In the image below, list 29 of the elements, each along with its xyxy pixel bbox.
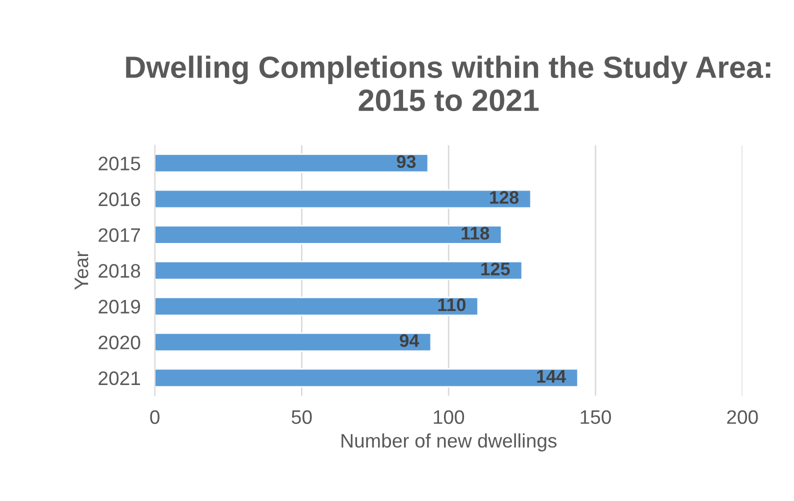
x-axis-title: Number of new dwellings (342, 433, 557, 452)
x-tick-label: 50 (292, 410, 312, 424)
y-tick-label: 2015 (98, 156, 140, 170)
bar (154, 260, 523, 280)
bar (154, 368, 579, 388)
data-label: 144 (537, 370, 566, 383)
data-label: 118 (462, 226, 490, 240)
bar (154, 154, 429, 173)
y-tick-label: 2016 (98, 192, 140, 206)
x-tick-label: 0 (150, 410, 160, 424)
y-axis-title: Year (74, 251, 88, 290)
data-label: 93 (396, 155, 416, 168)
y-tick-label: 2019 (98, 300, 140, 314)
data-label: 110 (438, 298, 466, 312)
bar (154, 296, 479, 316)
data-label: 94 (400, 334, 420, 347)
bar (154, 332, 432, 352)
x-tick-label: 200 (727, 410, 758, 424)
data-label: 128 (490, 191, 519, 204)
chart-title: Dwelling Completions within the Study Area: 2015 to 2021 (126, 56, 770, 112)
data-label: 125 (481, 262, 510, 276)
x-tick-label: 150 (580, 410, 611, 424)
y-tick-label: 2018 (98, 264, 140, 278)
y-tick-label: 2020 (98, 336, 140, 350)
x-tick-label: 100 (434, 410, 464, 424)
y-tick-label: 2017 (98, 228, 140, 242)
bar (154, 225, 502, 244)
y-tick-label: 2021 (98, 371, 140, 386)
bar (154, 189, 532, 209)
